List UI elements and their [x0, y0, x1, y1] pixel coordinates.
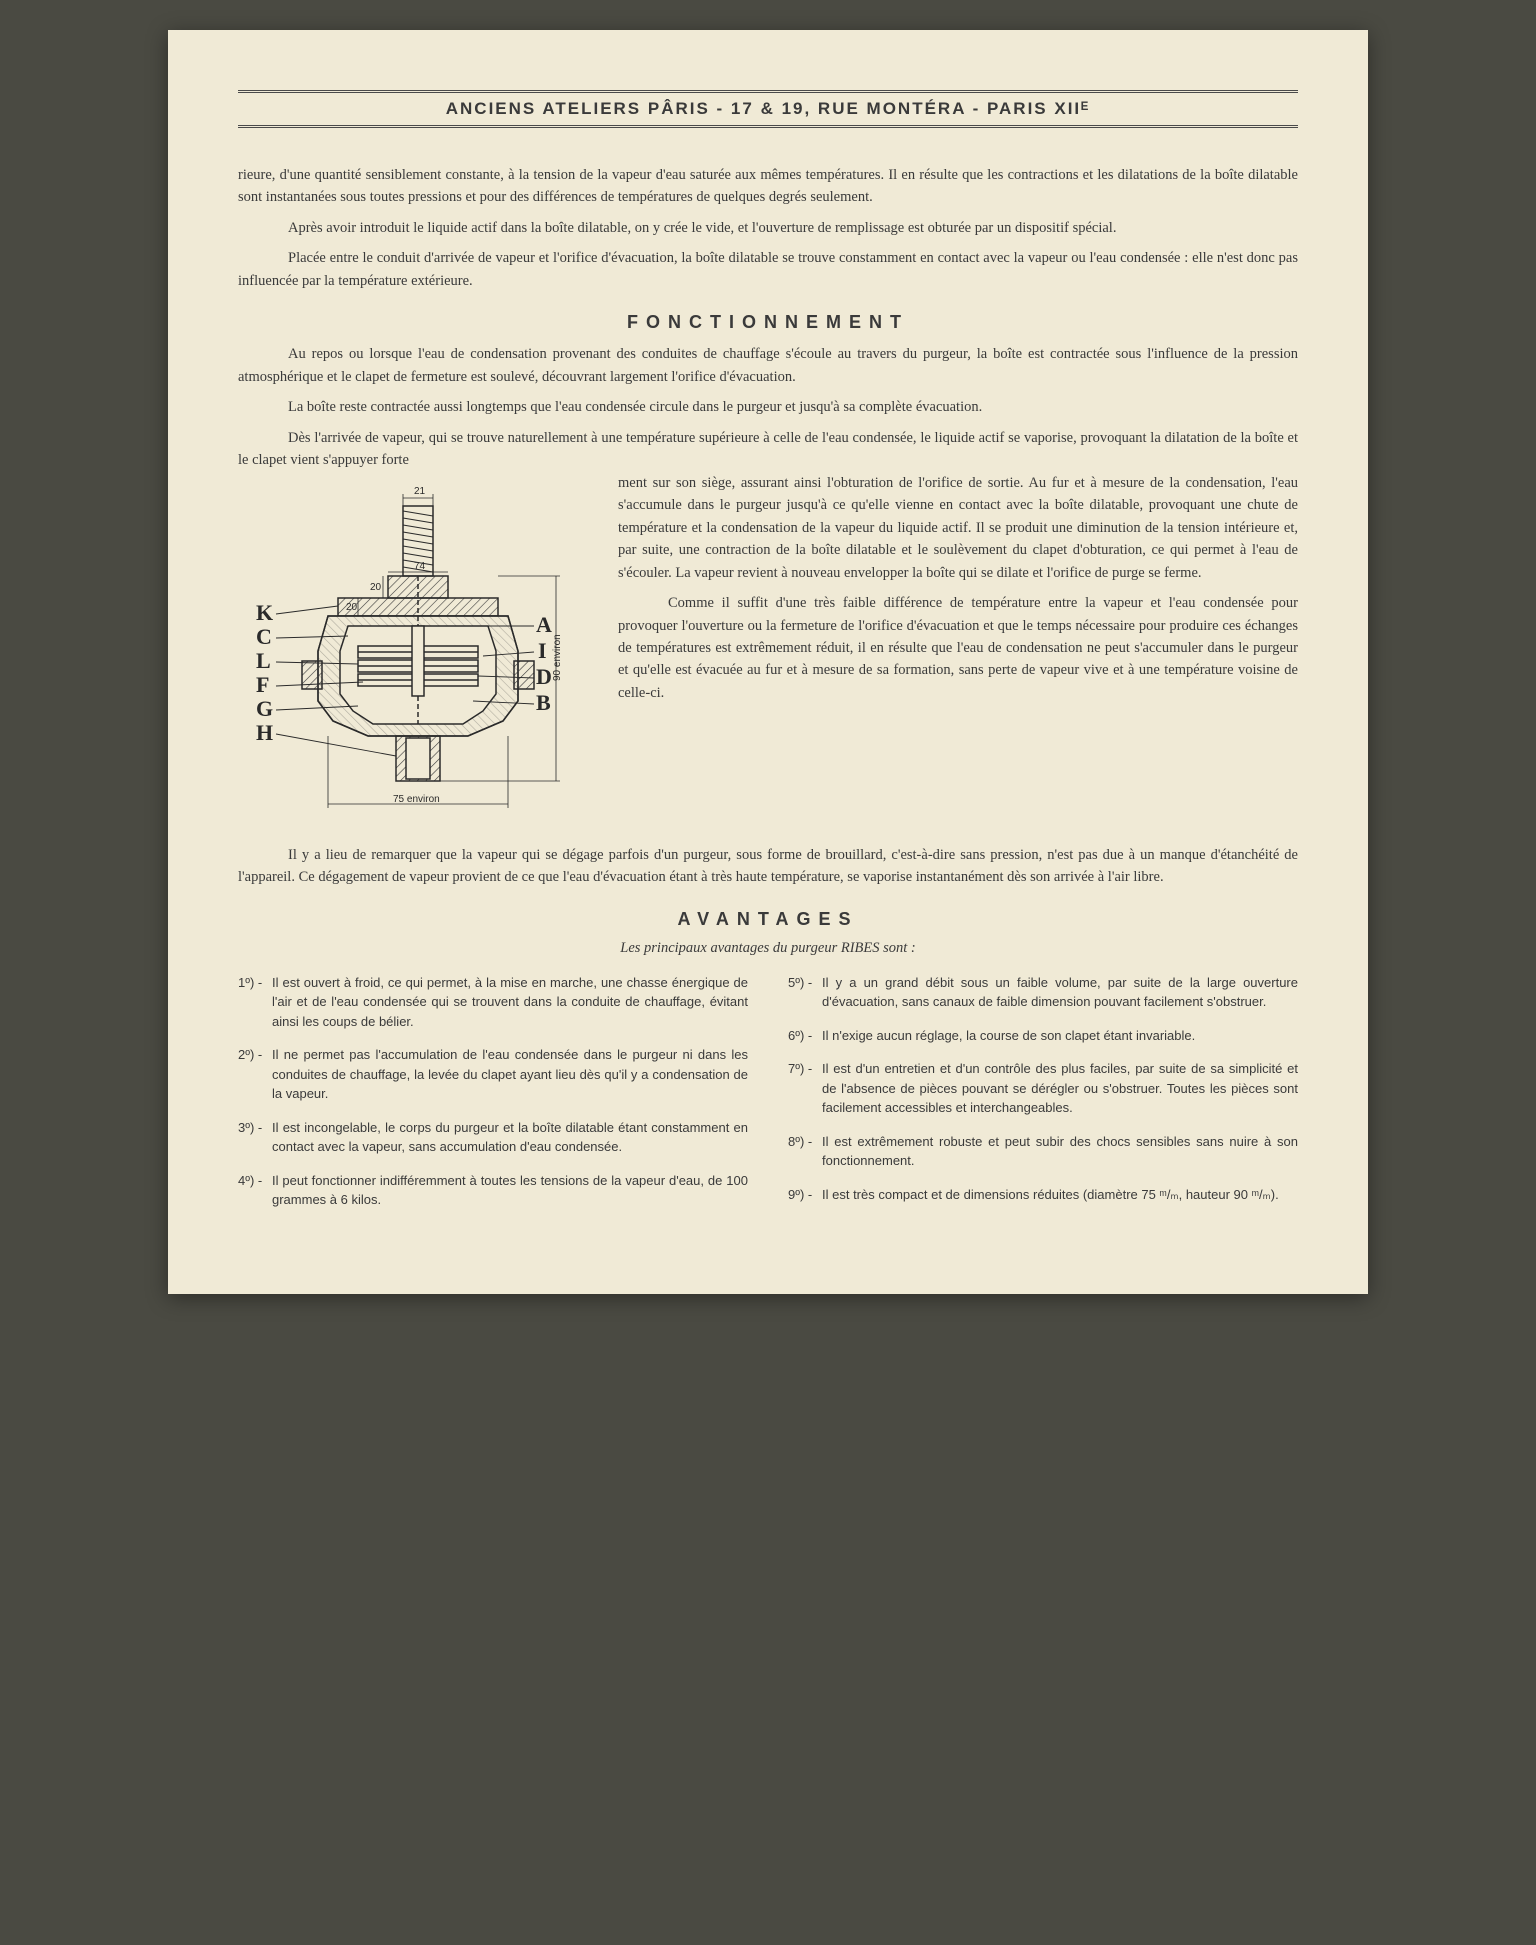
diagram-text-wrap: 21 20 74 20 75 environ 90 environ — [238, 472, 1298, 844]
fonc-p3-lead: Dès l'arrivée de vapeur, qui se trouve n… — [238, 427, 1298, 472]
header-text: ANCIENS ATELIERS PÂRIS - 17 & 19, RUE MO… — [446, 99, 1091, 118]
label-G: G — [256, 696, 273, 721]
avantages-subtitle: Les principaux avantages du purgeur RIBE… — [238, 940, 1298, 957]
advantages-col-left: 1º) -Il est ouvert à froid, ce qui perme… — [238, 973, 748, 1224]
label-L: L — [256, 648, 271, 673]
fonc-p6: Il y a lieu de remarquer que la vapeur q… — [238, 844, 1298, 889]
dim-20b: 20 — [346, 602, 358, 613]
label-A: A — [536, 612, 552, 637]
intro-p3: Placée entre le conduit d'arrivée de vap… — [238, 247, 1298, 292]
adv-num: 5º) - — [788, 973, 822, 1012]
adv-txt: Il est extrêmement robuste et peut subir… — [822, 1132, 1298, 1171]
adv-txt: Il ne permet pas l'accumulation de l'eau… — [272, 1045, 748, 1104]
adv-num: 7º) - — [788, 1059, 822, 1118]
adv-2: 2º) -Il ne permet pas l'accumulation de … — [238, 1045, 748, 1104]
dim-90: 90 environ — [552, 634, 563, 681]
adv-num: 4º) - — [238, 1171, 272, 1210]
fonc-p1: Au repos ou lorsque l'eau de condensatio… — [238, 343, 1298, 388]
intro-p1: rieure, d'une quantité sensiblement cons… — [238, 164, 1298, 209]
dim-20a: 20 — [370, 582, 382, 593]
adv-txt: Il n'exige aucun réglage, la course de s… — [822, 1026, 1298, 1046]
dim-21: 21 — [414, 486, 426, 497]
adv-5: 5º) -Il y a un grand débit sous un faibl… — [788, 973, 1298, 1012]
adv-txt: Il est d'un entretien et d'un contrôle d… — [822, 1059, 1298, 1118]
adv-num: 1º) - — [238, 973, 272, 1032]
label-D: D — [536, 664, 552, 689]
purgeur-diagram-svg: 21 20 74 20 75 environ 90 environ — [238, 476, 598, 836]
intro-p2: Après avoir introduit le liquide actif d… — [238, 217, 1298, 239]
advantages-col-right: 5º) -Il y a un grand débit sous un faibl… — [788, 973, 1298, 1224]
adv-txt: Il est ouvert à froid, ce qui permet, à … — [272, 973, 748, 1032]
label-K: K — [256, 600, 273, 625]
adv-txt: Il y a un grand débit sous un faible vol… — [822, 973, 1298, 1012]
adv-num: 9º) - — [788, 1185, 822, 1205]
label-C: C — [256, 624, 272, 649]
adv-num: 6º) - — [788, 1026, 822, 1046]
adv-txt: Il peut fonctionner indifféremment à tou… — [272, 1171, 748, 1210]
adv-9: 9º) -Il est très compact et de dimension… — [788, 1185, 1298, 1205]
label-F: F — [256, 672, 269, 697]
label-I: I — [538, 638, 547, 663]
adv-num: 8º) - — [788, 1132, 822, 1171]
adv-3: 3º) -Il est incongelable, le corps du pu… — [238, 1118, 748, 1157]
fonc-p2: La boîte reste contractée aussi longtemp… — [238, 396, 1298, 418]
technical-diagram: 21 20 74 20 75 environ 90 environ — [238, 476, 598, 836]
adv-1: 1º) -Il est ouvert à froid, ce qui perme… — [238, 973, 748, 1032]
header-rule: ANCIENS ATELIERS PÂRIS - 17 & 19, RUE MO… — [238, 90, 1298, 128]
dim-74: 74 — [414, 561, 426, 572]
adv-8: 8º) -Il est extrêmement robuste et peut … — [788, 1132, 1298, 1171]
advantages-columns: 1º) -Il est ouvert à froid, ce qui perme… — [238, 973, 1298, 1224]
fonctionnement-title: FONCTIONNEMENT — [238, 312, 1298, 333]
label-H: H — [256, 720, 273, 745]
document-page: ANCIENS ATELIERS PÂRIS - 17 & 19, RUE MO… — [168, 30, 1368, 1294]
dim-75: 75 environ — [393, 794, 440, 805]
adv-7: 7º) -Il est d'un entretien et d'un contr… — [788, 1059, 1298, 1118]
adv-num: 2º) - — [238, 1045, 272, 1104]
adv-num: 3º) - — [238, 1118, 272, 1157]
adv-4: 4º) -Il peut fonctionner indifféremment … — [238, 1171, 748, 1210]
label-B: B — [536, 690, 551, 715]
adv-txt: Il est incongelable, le corps du purgeur… — [272, 1118, 748, 1157]
adv-txt: Il est très compact et de dimensions réd… — [822, 1185, 1298, 1205]
adv-6: 6º) -Il n'exige aucun réglage, la course… — [788, 1026, 1298, 1046]
avantages-title: AVANTAGES — [238, 909, 1298, 930]
